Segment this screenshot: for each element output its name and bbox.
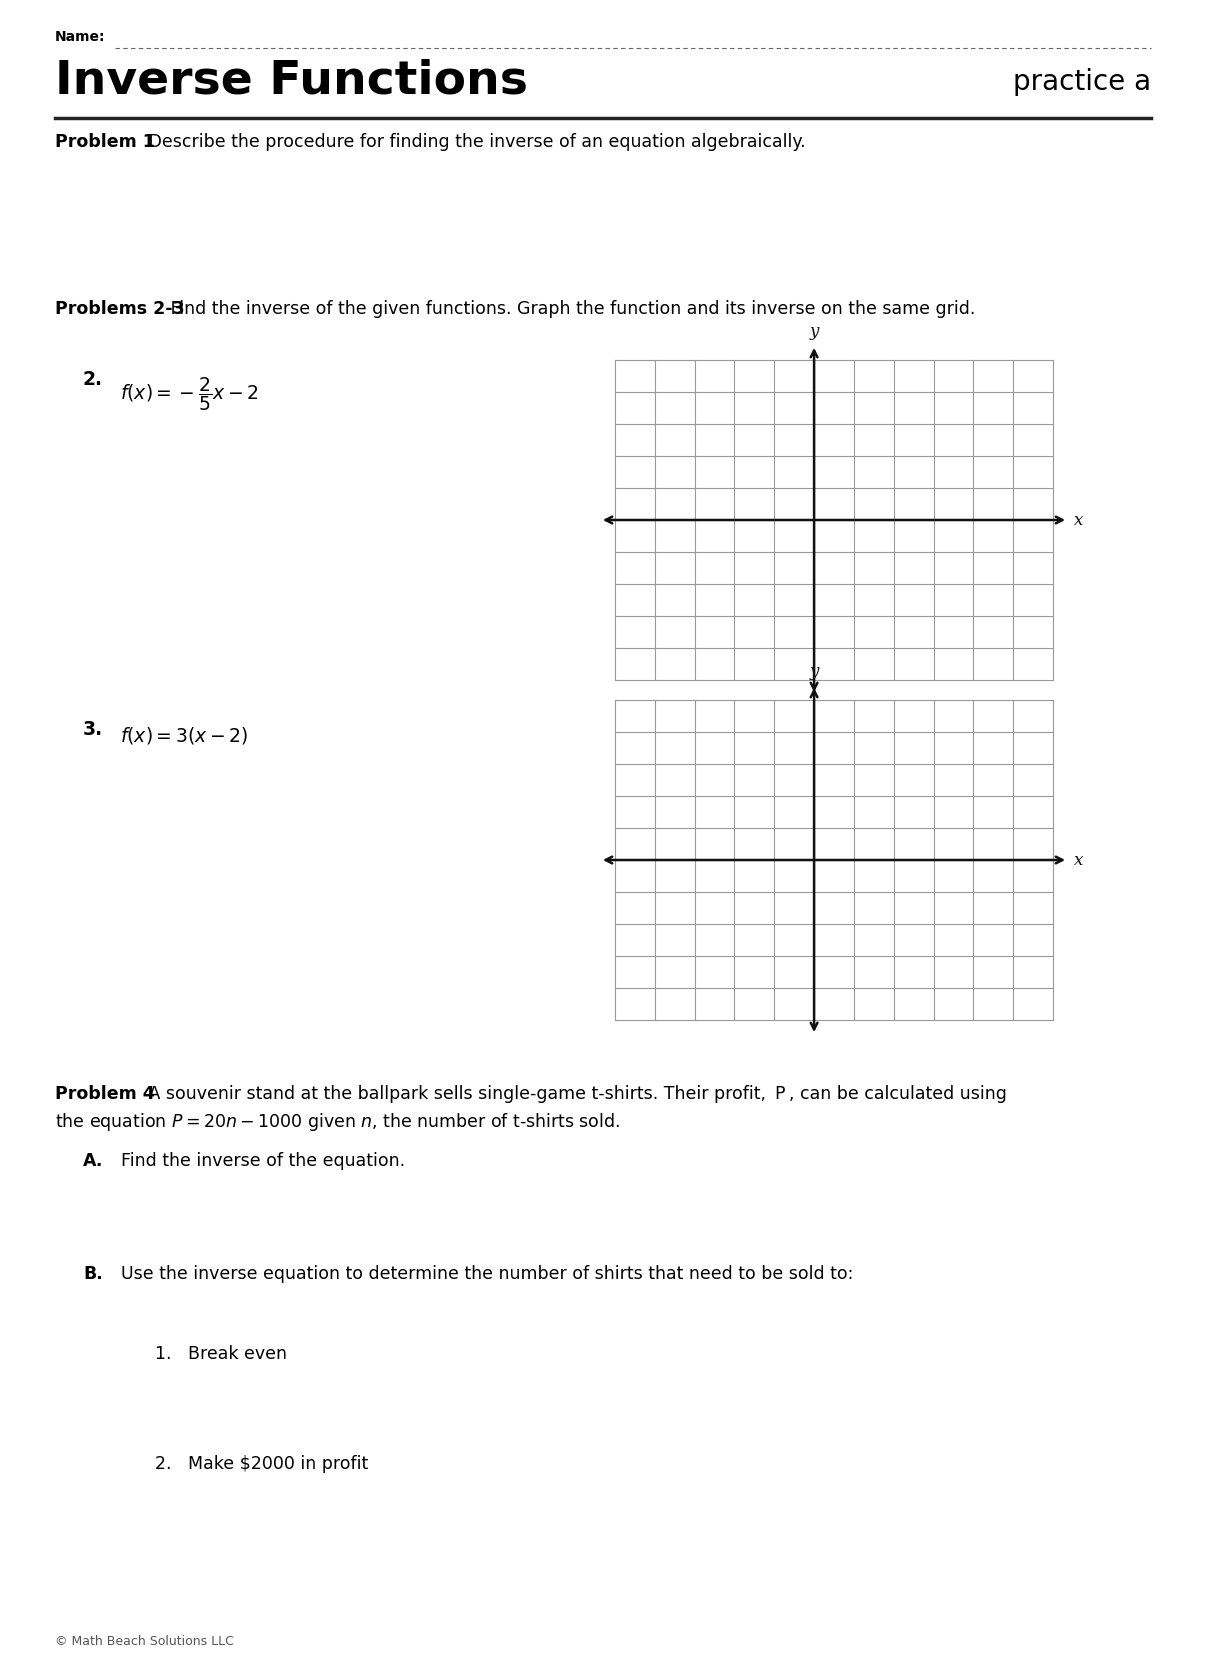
Text: $f(x) = 3(x - 2)$: $f(x) = 3(x - 2)$ [121, 725, 248, 747]
Text: Problem 1: Problem 1 [55, 133, 154, 152]
Text: A.: A. [83, 1152, 104, 1170]
Text: B.: B. [83, 1265, 103, 1284]
Text: the equation $P = 20n - 1000$ given $n$, the number of t-shirts sold.: the equation $P = 20n - 1000$ given $n$,… [55, 1110, 620, 1134]
Text: 2.   Make $2000 in profit: 2. Make $2000 in profit [156, 1455, 368, 1474]
Text: Find the inverse of the equation.: Find the inverse of the equation. [110, 1152, 405, 1170]
Text: Find the inverse of the given functions. Graph the function and its inverse on t: Find the inverse of the given functions.… [165, 300, 976, 318]
Text: x: x [1075, 852, 1083, 869]
Text: A souvenir stand at the ballpark sells single-game t-shirts. Their profit,  P , : A souvenir stand at the ballpark sells s… [144, 1085, 1007, 1104]
Text: Name:: Name: [55, 30, 105, 43]
Text: Describe the procedure for finding the inverse of an equation algebraically.: Describe the procedure for finding the i… [144, 133, 806, 152]
Text: Problems 2-3: Problems 2-3 [55, 300, 185, 318]
Text: 1.   Break even: 1. Break even [156, 1345, 287, 1364]
Text: y: y [809, 323, 819, 340]
Text: x: x [1075, 512, 1083, 528]
Text: y: y [809, 663, 819, 680]
Text: 2.: 2. [83, 370, 103, 388]
Text: 3.: 3. [83, 720, 104, 738]
Text: © Math Beach Solutions LLC: © Math Beach Solutions LLC [55, 1635, 234, 1649]
Text: practice a: practice a [1013, 68, 1151, 97]
Text: $f(x) = -\dfrac{2}{5}x - 2$: $f(x) = -\dfrac{2}{5}x - 2$ [121, 375, 259, 413]
Text: Use the inverse equation to determine the number of shirts that need to be sold : Use the inverse equation to determine th… [110, 1265, 854, 1284]
Text: Inverse Functions: Inverse Functions [55, 58, 528, 103]
Text: Problem 4: Problem 4 [55, 1085, 154, 1104]
